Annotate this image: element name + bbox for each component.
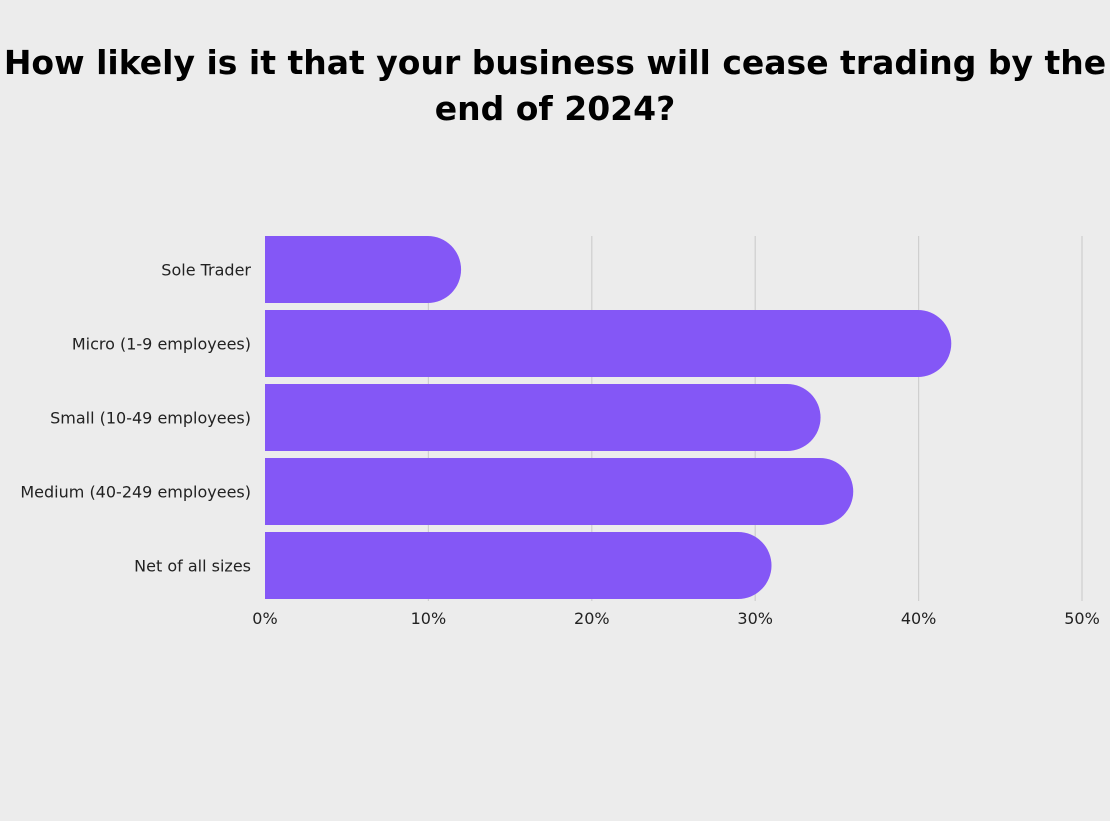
x-tick-label: 0% (252, 609, 277, 628)
category-label: Small (10-49 employees) (50, 409, 251, 428)
chart-title-line-2: end of 2024? (434, 89, 676, 128)
bar (265, 458, 854, 525)
bar (265, 236, 462, 303)
bar (265, 532, 772, 599)
x-tick-label: 50% (1064, 609, 1100, 628)
category-label: Sole Trader (161, 261, 251, 280)
category-label: Net of all sizes (134, 557, 251, 576)
x-tick-label: 20% (574, 609, 610, 628)
x-tick-label: 40% (901, 609, 937, 628)
chart-title-line-1: How likely is it that your business will… (3, 43, 1107, 82)
category-label: Medium (40-249 employees) (20, 483, 251, 502)
bar (265, 384, 821, 451)
category-label: Micro (1-9 employees) (72, 335, 251, 354)
x-tick-label: 10% (411, 609, 447, 628)
x-tick-label: 30% (737, 609, 773, 628)
bar (265, 310, 952, 377)
chart-title: How likely is it that your business will… (0, 40, 1110, 132)
